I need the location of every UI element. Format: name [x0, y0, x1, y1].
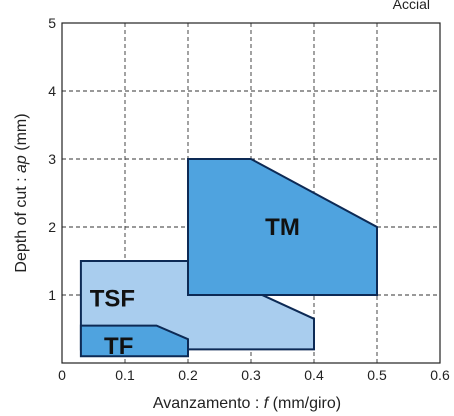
y-axis-label: Depth of cut : ap (mm) — [13, 113, 30, 272]
region-label-tf: TF — [104, 333, 133, 360]
region-label-tm: TM — [265, 214, 300, 241]
x-tick-labels: 0 0.1 0.2 0.3 0.4 0.5 0.6 — [58, 367, 450, 383]
x-tick-label: 0.6 — [430, 367, 450, 383]
region-labels: TSF TM TF — [90, 214, 300, 360]
x-tick-label: 0.5 — [367, 367, 387, 383]
y-tick-label: 5 — [48, 15, 56, 31]
x-tick-label: 0.4 — [304, 367, 324, 383]
y-tick-labels: 1 2 3 4 5 — [48, 15, 56, 303]
region-tm — [187, 158, 378, 296]
corner-text: Accial — [393, 0, 430, 12]
region-label-tsf: TSF — [90, 285, 135, 312]
plot-frame — [61, 22, 441, 364]
y-tick-label: 3 — [48, 151, 56, 167]
x-tick-label: 0.2 — [178, 367, 198, 383]
y-tick-label: 4 — [48, 83, 56, 99]
y-tick-label: 1 — [48, 287, 56, 303]
regions — [79, 158, 378, 358]
y-tick-label: 2 — [48, 219, 56, 235]
x-tick-label: 0.3 — [241, 367, 261, 383]
x-tick-label: 0 — [58, 367, 66, 383]
x-tick-label: 0.1 — [115, 367, 135, 383]
region-tf — [79, 324, 189, 358]
x-axis-label: Avanzamento : f (mm/giro) — [153, 395, 341, 412]
